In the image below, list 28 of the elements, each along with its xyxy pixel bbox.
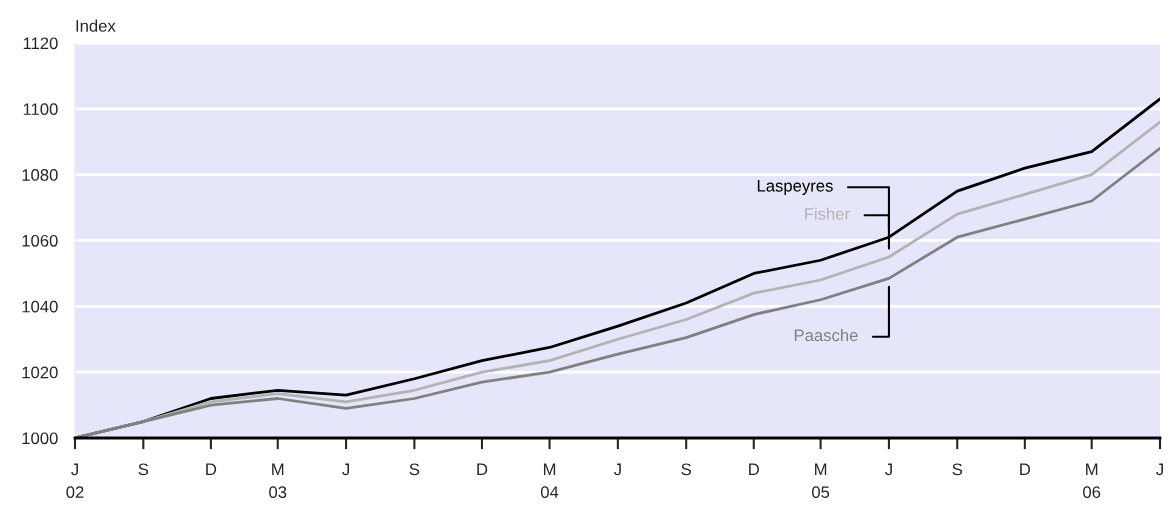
x-tick-label: D <box>749 463 759 476</box>
text: Fisher <box>805 207 850 220</box>
x-tick-label: D <box>1020 463 1031 476</box>
series-label: Paasche <box>794 328 858 342</box>
y-tick-label: 1020 <box>22 366 58 379</box>
x-tick-label: D <box>477 463 488 476</box>
x-tick-label: S <box>952 463 963 476</box>
text: Laspeyres <box>757 180 833 195</box>
y-axis-title: Index <box>76 19 116 32</box>
y-tick-label: 1040 <box>22 300 58 313</box>
x-tick-label: D <box>206 463 217 476</box>
x-tick-label: M 04 <box>540 463 559 499</box>
y-tick-label: 1000 <box>22 432 58 445</box>
x-tick-label: S <box>409 463 420 476</box>
x-tick-label: J <box>1156 463 1163 476</box>
y-tick-label: 1120 <box>23 37 58 50</box>
y-tick-label: 1060 <box>22 234 58 247</box>
x-tick-label: J <box>885 463 892 476</box>
x-tick-label: S <box>138 463 149 476</box>
x-tick-label: J <box>342 463 349 476</box>
x-tick-label: M 06 <box>1083 463 1101 499</box>
x-tick-label: J 02 <box>66 463 84 499</box>
y-tick-label: 1100 <box>23 103 58 116</box>
x-tick-label: S <box>681 463 691 476</box>
y-tick-label: 1080 <box>22 169 58 181</box>
x-tick-label: J <box>613 463 621 476</box>
x-tick-label: M 05 <box>812 463 830 499</box>
x-tick-label: M 03 <box>269 463 287 499</box>
